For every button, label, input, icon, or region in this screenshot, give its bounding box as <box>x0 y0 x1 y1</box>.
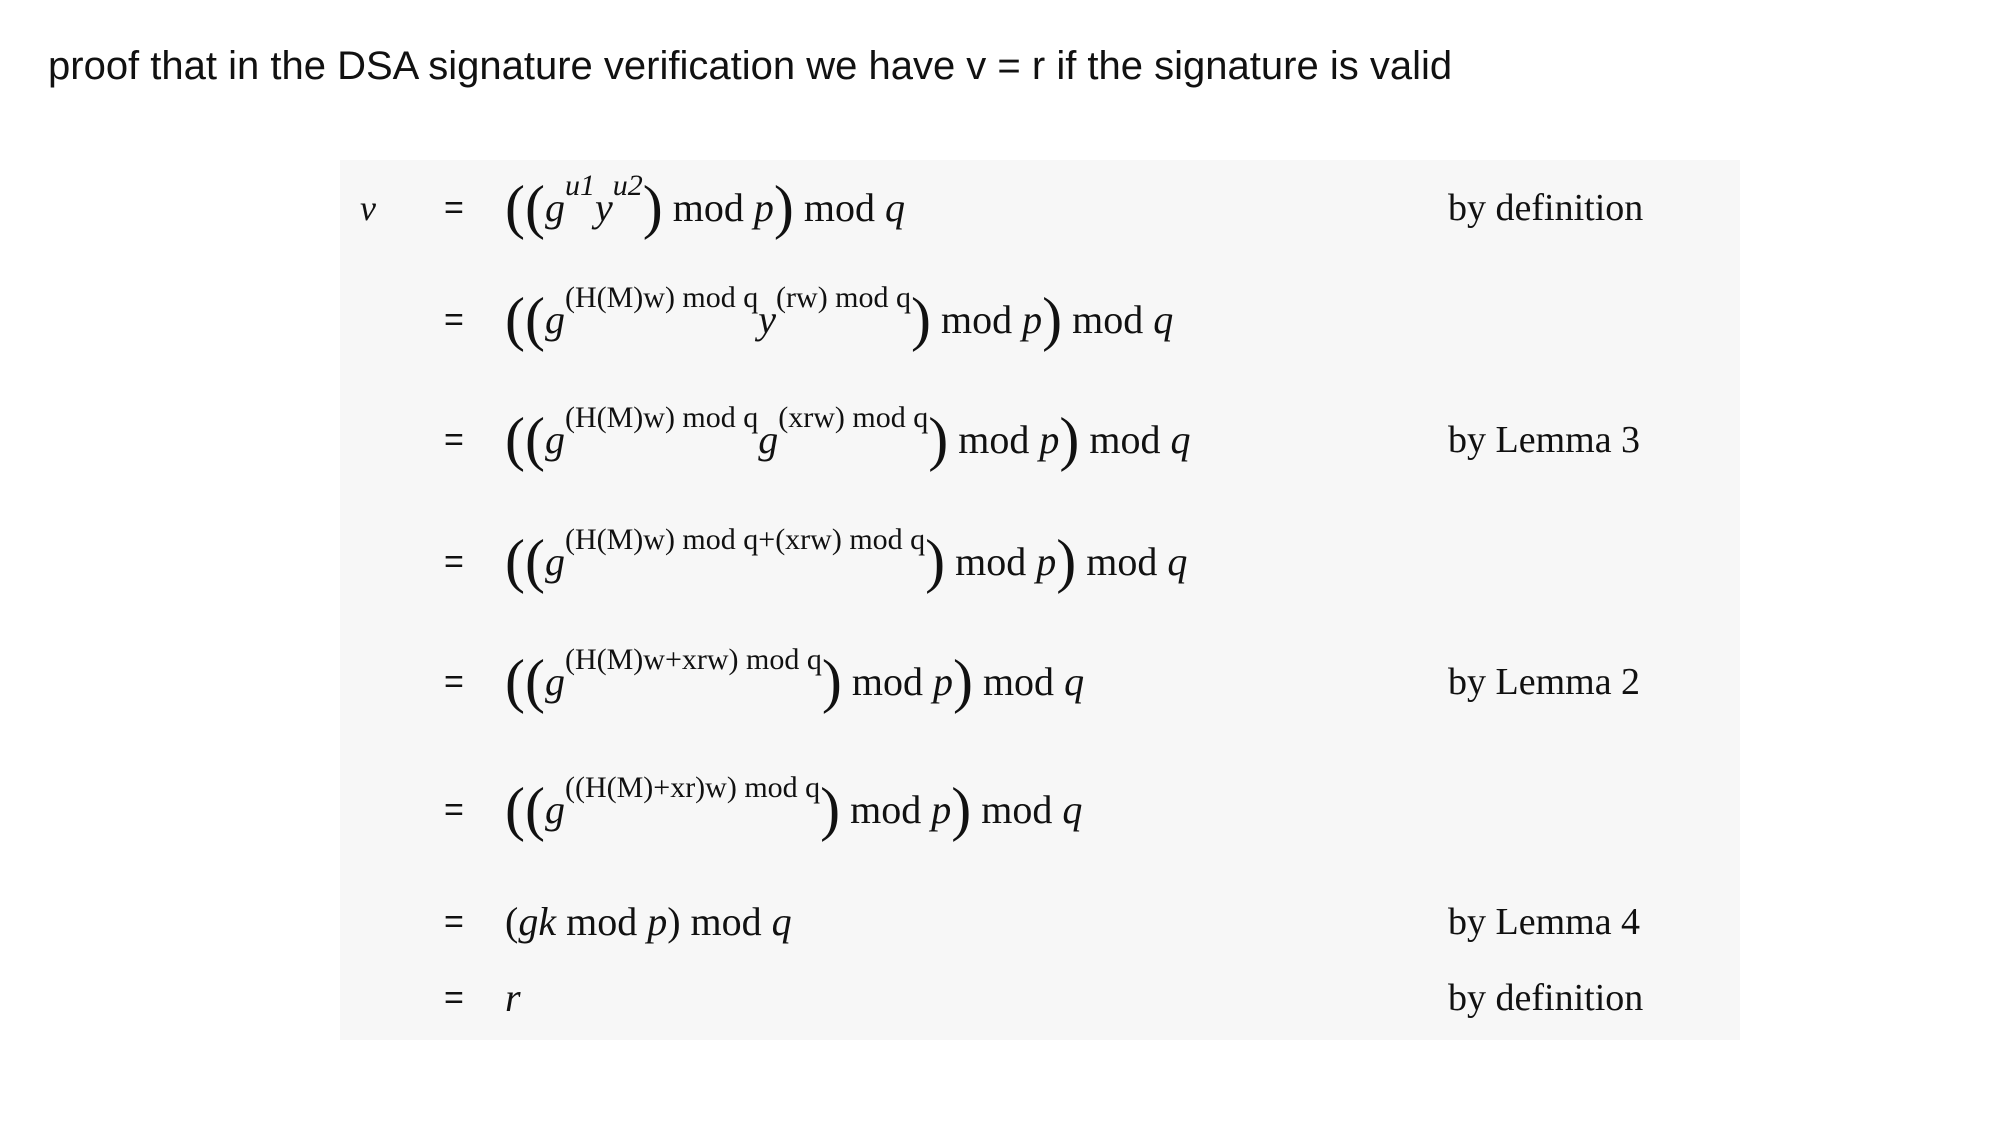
equals-sign: = <box>444 421 464 459</box>
proof-step-6: = ((g((H(M)+xr)w) mod q) mod p) mod q <box>0 771 2000 842</box>
proof-expression: ((g(H(M)w) mod qy(rw) mod q) mod p) mod … <box>505 281 1174 352</box>
proof-expression: ((g(H(M)w) mod q+(xrw) mod q) mod p) mod… <box>505 523 1188 594</box>
proof-step-3: = ((g(H(M)w) mod qg(xrw) mod q) mod p) m… <box>0 401 2000 472</box>
proof-step-2: = ((g(H(M)w) mod qy(rw) mod q) mod p) mo… <box>0 281 2000 352</box>
proof-step-1: v = ((gu1yu2) mod p) mod q by definition <box>0 169 2000 240</box>
proof-step-8: = r by definition <box>0 968 2000 1028</box>
page-title: proof that in the DSA signature verifica… <box>48 44 1453 88</box>
proof-expression: ((g(H(M)w+xrw) mod q) mod p) mod q <box>505 643 1085 714</box>
justification: by definition <box>1448 977 1644 1019</box>
proof-expression: (gk mod p) mod q <box>505 899 792 944</box>
equals-sign: = <box>444 903 464 941</box>
justification: by Lemma 4 <box>1448 901 1641 943</box>
proof-panel <box>340 160 1740 1040</box>
proof-step-4: = ((g(H(M)w) mod q+(xrw) mod q) mod p) m… <box>0 523 2000 594</box>
equals-sign: = <box>444 663 464 701</box>
proof-expression: ((g(H(M)w) mod qg(xrw) mod q) mod p) mod… <box>505 401 1191 472</box>
equals-sign: = <box>444 543 464 581</box>
justification: by Lemma 2 <box>1448 661 1641 703</box>
proof-lhs: v <box>360 188 376 228</box>
equals-sign: = <box>444 791 464 829</box>
proof-expression: ((gu1yu2) mod p) mod q <box>505 169 905 240</box>
proof-expression: r <box>505 975 521 1020</box>
proof-step-5: = ((g(H(M)w+xrw) mod q) mod p) mod q by … <box>0 643 2000 714</box>
equals-sign: = <box>444 301 464 339</box>
proof-expression: ((g((H(M)+xr)w) mod q) mod p) mod q <box>505 771 1083 842</box>
equals-sign: = <box>444 189 464 227</box>
proof-step-7: = (gk mod p) mod q by Lemma 4 <box>0 892 2000 952</box>
justification: by Lemma 3 <box>1448 419 1641 461</box>
justification: by definition <box>1448 187 1644 229</box>
equals-sign: = <box>444 979 464 1017</box>
